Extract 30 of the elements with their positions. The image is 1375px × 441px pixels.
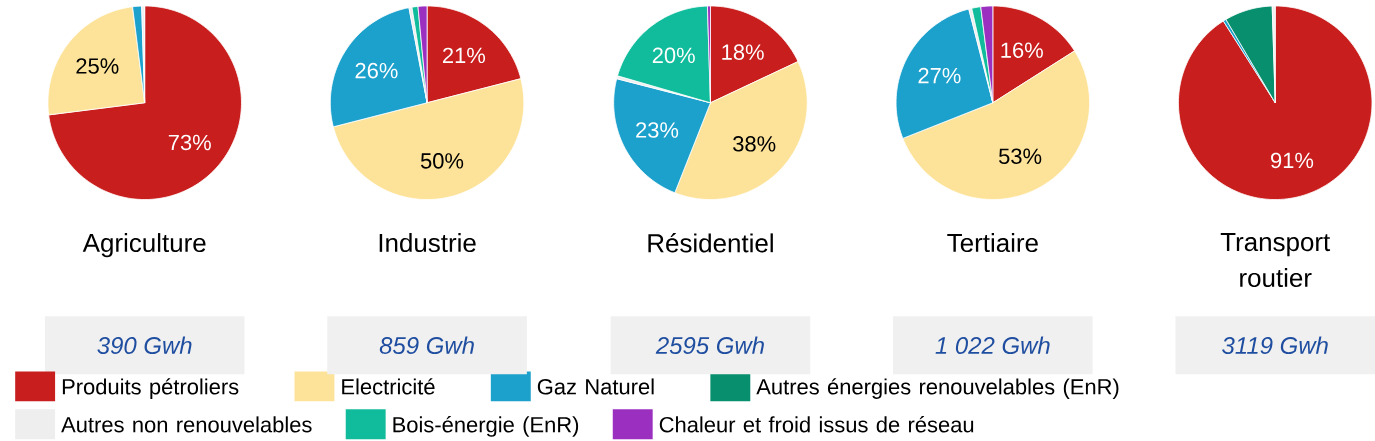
data-label: 20%	[652, 47, 695, 64]
legend-label: Chaleur et froid issus de réseau	[659, 416, 974, 433]
data-label: 25%	[76, 58, 119, 74]
legend-label: Autres énergies renouvelables (EnR)	[756, 378, 1119, 399]
text: Agriculture	[82, 233, 206, 258]
legend-label: Electricité	[342, 378, 435, 395]
data-label: 27%	[918, 67, 961, 84]
text: Tertiaire	[947, 233, 1038, 253]
legend-label: Produits pétroliers	[62, 378, 239, 399]
text: 1 022 Gwh	[935, 336, 1050, 355]
data-label: 53%	[998, 148, 1042, 165]
text: 3119 Gwh	[1222, 336, 1328, 355]
data-label: 26%	[355, 62, 398, 79]
data-label: 73%	[168, 134, 211, 151]
text: Industrie	[379, 233, 476, 253]
data-label: 18%	[722, 44, 764, 60]
data-label: 23%	[636, 122, 679, 138]
data-label: 16%	[1001, 42, 1043, 58]
data-label: 38%	[733, 136, 776, 152]
data-label: 21%	[443, 47, 486, 64]
text: 2595 Gwh	[655, 336, 764, 355]
text: 859 Gwh	[379, 336, 474, 355]
text: Transport routier	[1220, 233, 1331, 288]
legend-label: Autres non renouvelables	[61, 416, 312, 433]
data-label: 50%	[420, 153, 464, 169]
legend-label: Gaz Naturel	[537, 378, 654, 395]
data-label: 91%	[1271, 152, 1314, 169]
text: 390 Gwh	[97, 336, 192, 355]
legend-label: Bois-énergie (EnR)	[393, 416, 579, 437]
text: Résidentiel	[648, 233, 773, 253]
